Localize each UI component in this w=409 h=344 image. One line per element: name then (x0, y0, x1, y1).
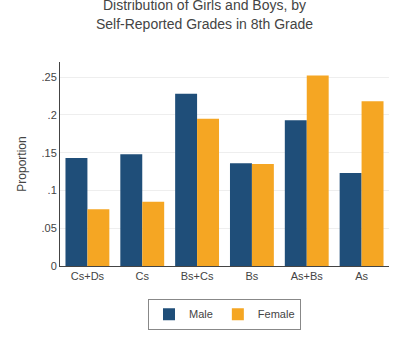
svg-text:Proportion: Proportion (15, 136, 29, 191)
svg-text:Cs+Ds: Cs+Ds (71, 270, 105, 282)
svg-text:Male: Male (189, 308, 213, 320)
svg-text:.25: .25 (42, 71, 57, 83)
svg-text:Bs+Cs: Bs+Cs (181, 270, 214, 282)
svg-text:Bs: Bs (245, 270, 258, 282)
svg-text:.2: .2 (48, 109, 57, 121)
svg-text:.05: .05 (42, 222, 57, 234)
svg-text:As: As (355, 270, 368, 282)
svg-text:.15: .15 (42, 147, 57, 159)
svg-text:As+Bs: As+Bs (291, 270, 324, 282)
svg-text:0: 0 (51, 260, 57, 272)
svg-text:Distribution of Girls and Boys: Distribution of Girls and Boys, bySelf-R… (96, 0, 313, 32)
svg-text:Female: Female (258, 308, 295, 320)
svg-text:Cs: Cs (136, 270, 150, 282)
svg-text:.1: .1 (48, 184, 57, 196)
